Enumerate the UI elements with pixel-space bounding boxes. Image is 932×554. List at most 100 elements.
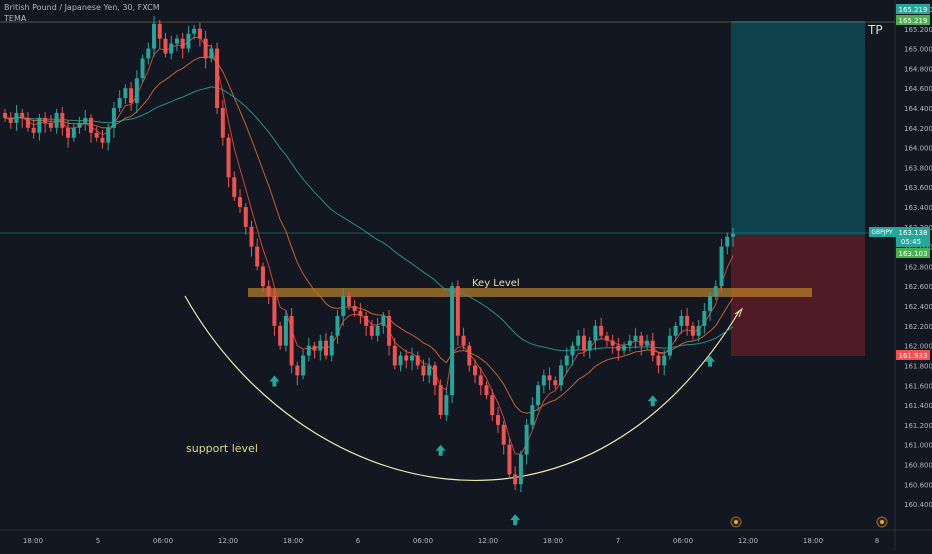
candle-body <box>547 375 552 381</box>
candle-body <box>272 296 277 326</box>
candle-body <box>593 325 598 341</box>
badge-top-green-1 <box>896 4 930 14</box>
candle-body <box>295 365 300 376</box>
candle-body <box>71 127 76 138</box>
candle-body <box>352 306 357 311</box>
candle-body <box>427 365 432 376</box>
candle-body <box>415 355 420 366</box>
candle-body <box>192 28 197 34</box>
price-tick-label: 165.200 <box>904 26 932 34</box>
price-tick-label: 163.600 <box>904 184 932 192</box>
event-flag-dot-icon <box>734 520 738 524</box>
badge-top-green-1-text: 165.219 <box>899 6 928 14</box>
candle-body <box>696 325 701 336</box>
candle-body <box>335 315 340 336</box>
candle-body <box>60 112 65 128</box>
candle-body <box>20 112 25 118</box>
price-tick-label: 164.000 <box>904 145 932 153</box>
time-tick-label: 12:00 <box>738 537 758 545</box>
time-tick-label: 7 <box>616 537 620 545</box>
candle-body <box>587 340 592 351</box>
entry-badge-text: 163.103 <box>899 250 928 258</box>
price-tick-label: 160.800 <box>904 461 932 469</box>
candle-body <box>318 340 323 351</box>
buy-arrows <box>269 355 716 526</box>
up-arrow-icon <box>269 375 280 387</box>
candle-body <box>387 315 392 346</box>
candle-body <box>518 454 523 485</box>
candle-body <box>381 315 386 326</box>
price-tick-label: 162.600 <box>904 283 932 291</box>
candle-body <box>37 117 42 133</box>
key-level-label: Key Level <box>472 278 520 289</box>
candle-body <box>610 340 615 346</box>
candle-body <box>541 375 546 386</box>
candle-body <box>249 226 254 247</box>
candle-body <box>495 414 500 425</box>
candle-body <box>690 325 695 336</box>
candle-body <box>650 340 655 356</box>
candle-body <box>622 345 627 351</box>
candle-body <box>725 236 730 247</box>
candle-body <box>301 355 306 376</box>
candle-body <box>255 246 260 267</box>
ema-slow-line <box>4 86 734 352</box>
candle-body <box>702 310 707 326</box>
candle-body <box>581 335 586 351</box>
candle-body <box>473 365 478 376</box>
candle-body <box>14 112 19 123</box>
candle-body <box>260 266 265 287</box>
key-level-band[interactable] <box>248 288 812 297</box>
candle-body <box>289 315 294 366</box>
support-arc[interactable] <box>184 295 741 482</box>
candle-body <box>117 98 122 108</box>
symbol-badge-text: GBPJPY <box>871 229 893 236</box>
candle-body <box>358 310 363 316</box>
time-axis[interactable]: 18:00 5 06:00 12:00 18:00 6 06:00 12:00 18:00 7 06… <box>23 537 879 545</box>
candle-body <box>708 296 713 311</box>
badge-top-green-2-text: 165.219 <box>899 17 928 25</box>
candle-body <box>576 335 581 346</box>
candle-body <box>461 335 466 346</box>
candle-body <box>31 127 36 133</box>
candle-body <box>536 385 541 406</box>
time-tick-label: 5 <box>96 537 100 545</box>
time-tick-label: 06:00 <box>673 537 693 545</box>
price-tick-label: 160.600 <box>904 481 932 489</box>
candle-body <box>111 107 116 128</box>
candle-body <box>169 43 174 54</box>
candle-body <box>266 286 271 297</box>
candlesticks <box>3 15 735 493</box>
take-profit-zone[interactable] <box>731 21 865 235</box>
price-tick-label: 164.800 <box>904 65 932 73</box>
candle-body <box>444 395 449 415</box>
candle-body <box>667 335 672 356</box>
candle-body <box>226 137 231 178</box>
candle-body <box>54 112 59 128</box>
candle-body <box>83 117 88 123</box>
time-tick-label: 06:00 <box>413 537 433 545</box>
candle-body <box>197 28 202 39</box>
candle-body <box>490 395 495 415</box>
stop-badge-text: 161.933 <box>899 352 928 360</box>
candle-body <box>146 48 151 59</box>
price-tick-label: 164.600 <box>904 85 932 93</box>
candle-body <box>432 365 437 386</box>
candle-body <box>215 48 220 108</box>
candle-body <box>679 315 684 326</box>
candle-body <box>238 197 243 208</box>
candle-body <box>409 355 414 361</box>
price-tick-label: 163.400 <box>904 204 932 212</box>
candle-body <box>243 207 248 227</box>
current-price-text: 163.138 <box>899 229 928 237</box>
indicator-label[interactable]: TEMA <box>4 14 27 23</box>
candle-body <box>633 335 638 341</box>
candle-body <box>467 345 472 366</box>
candle-body <box>123 88 128 99</box>
candle-body <box>140 58 145 79</box>
symbol-title[interactable]: British Pound / Japanese Yen, 30, FXCM <box>4 3 160 12</box>
time-tick-label: 18:00 <box>283 537 303 545</box>
candle-body <box>134 78 139 104</box>
